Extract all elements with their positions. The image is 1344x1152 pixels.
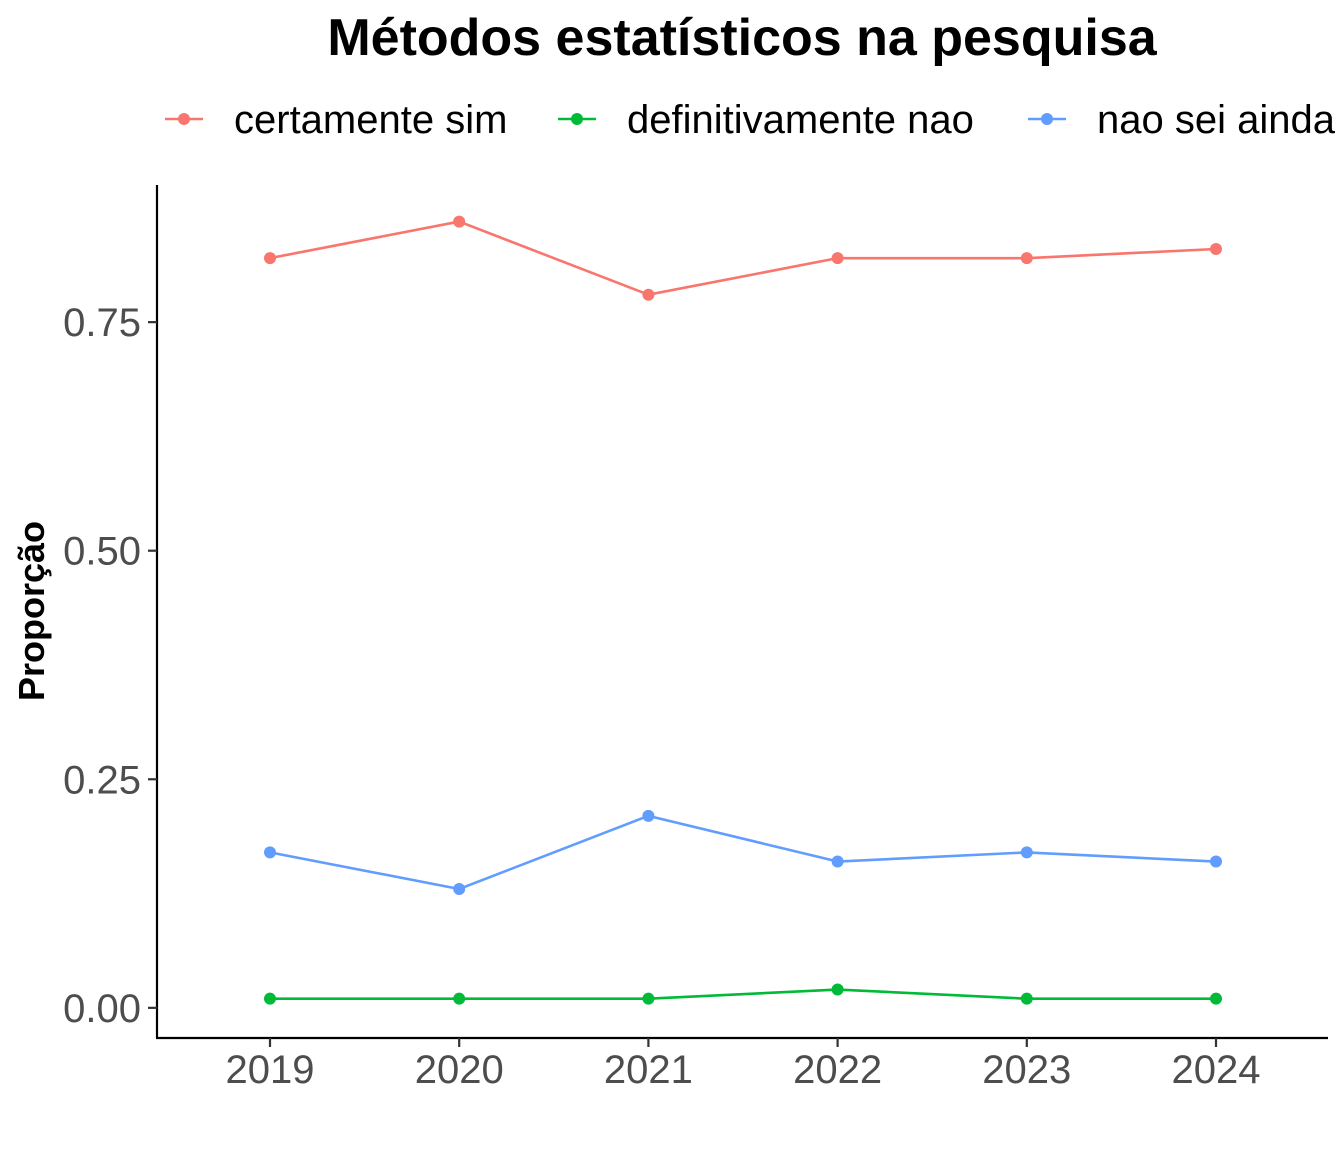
chart-title: Métodos estatísticos na pesquisa (327, 9, 1157, 67)
data-point-certamente-sim (1020, 252, 1033, 265)
x-tick-label: 2024 (1172, 1048, 1261, 1092)
series-line-nao-sei-ainda (269, 814, 1217, 891)
legend-label: nao sei ainda (1097, 98, 1336, 142)
data-point-definitivamente-nao (1020, 992, 1033, 1005)
legend-item-certamente-sim: certamente sim (165, 98, 507, 142)
x-tick-label: 2023 (982, 1048, 1071, 1092)
data-point-definitivamente-nao (642, 992, 655, 1005)
y-tick-label: 0.00 (63, 987, 141, 1031)
series-definitivamente-nao (264, 983, 1222, 1005)
data-point-certamente-sim (642, 288, 655, 301)
data-point-certamente-sim (264, 252, 276, 265)
data-point-definitivamente-nao (831, 983, 844, 996)
data-point-definitivamente-nao (264, 992, 276, 1005)
data-point-nao-sei-ainda (264, 846, 276, 859)
x-axis-ticks: 2019 2020 2021 2022 2023 2024 (226, 1038, 1261, 1092)
legend-key-point (178, 113, 190, 125)
data-point-nao-sei-ainda (1020, 846, 1033, 859)
y-axis-ticks: 0.00 0.25 0.50 0.75 (63, 301, 157, 1031)
legend: certamente sim definitivamente nao nao sei… (165, 98, 1336, 142)
x-tick-label: 2021 (604, 1048, 693, 1092)
legend-label: definitivamente nao (627, 98, 974, 142)
series-line-definitivamente-nao (270, 988, 1216, 1000)
y-tick-label: 0.25 (63, 758, 141, 802)
data-point-certamente-sim (1210, 242, 1222, 255)
y-axis-title: Proporção (11, 521, 52, 701)
x-tick-label: 2020 (415, 1048, 504, 1092)
data-point-definitivamente-nao (453, 992, 466, 1005)
data-point-certamente-sim (831, 252, 844, 265)
y-tick-label: 0.50 (63, 530, 141, 574)
x-tick-label: 2022 (793, 1048, 882, 1092)
x-tick-label: 2019 (226, 1048, 315, 1092)
data-point-definitivamente-nao (1210, 992, 1222, 1005)
series-nao-sei-ainda (264, 809, 1222, 895)
legend-key-point (571, 113, 583, 125)
legend-label: certamente sim (234, 98, 507, 142)
y-tick-label: 0.75 (63, 301, 141, 345)
data-point-nao-sei-ainda (453, 882, 466, 895)
series-layer (264, 215, 1222, 1005)
data-point-nao-sei-ainda (831, 855, 844, 868)
plot-area: 0.00 0.25 0.50 0.75 2019 2020 2021 2022 2023 202… (63, 185, 1328, 1092)
data-point-nao-sei-ainda (642, 809, 655, 822)
data-point-nao-sei-ainda (1210, 855, 1222, 868)
series-certamente-sim (264, 215, 1222, 301)
series-line-certamente-sim (269, 220, 1217, 297)
legend-key-point (1041, 113, 1053, 125)
legend-item-definitivamente-nao: definitivamente nao (558, 98, 974, 142)
legend-item-nao-sei-ainda: nao sei ainda (1028, 98, 1336, 142)
data-point-certamente-sim (453, 215, 466, 228)
